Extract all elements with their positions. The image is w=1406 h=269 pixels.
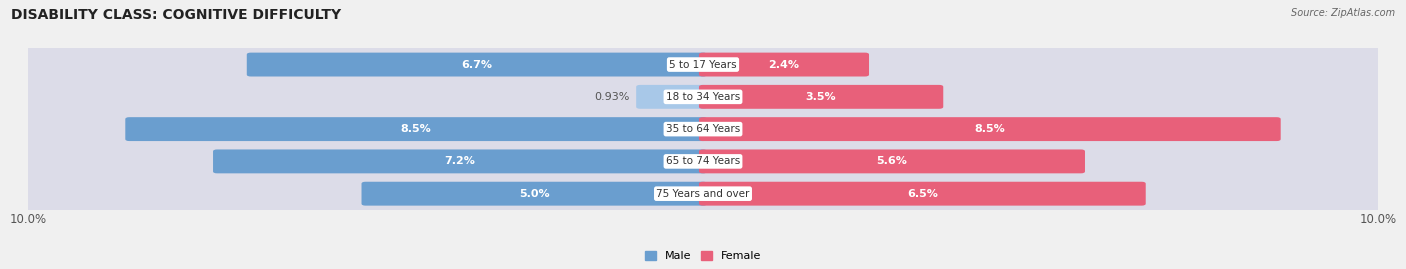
FancyBboxPatch shape: [699, 85, 943, 109]
Text: 7.2%: 7.2%: [444, 156, 475, 167]
Text: 2.4%: 2.4%: [769, 59, 800, 70]
FancyBboxPatch shape: [214, 150, 707, 173]
FancyBboxPatch shape: [15, 80, 1391, 114]
Text: 6.5%: 6.5%: [907, 189, 938, 199]
Text: 5.6%: 5.6%: [876, 156, 907, 167]
FancyBboxPatch shape: [15, 112, 1391, 146]
FancyBboxPatch shape: [636, 85, 707, 109]
Text: 3.5%: 3.5%: [806, 92, 837, 102]
Text: DISABILITY CLASS: COGNITIVE DIFFICULTY: DISABILITY CLASS: COGNITIVE DIFFICULTY: [11, 8, 342, 22]
FancyBboxPatch shape: [699, 53, 869, 76]
FancyBboxPatch shape: [699, 150, 1085, 173]
Text: 8.5%: 8.5%: [974, 124, 1005, 134]
Text: 8.5%: 8.5%: [401, 124, 432, 134]
FancyBboxPatch shape: [15, 47, 1391, 82]
Text: 6.7%: 6.7%: [461, 59, 492, 70]
Text: 35 to 64 Years: 35 to 64 Years: [666, 124, 740, 134]
FancyBboxPatch shape: [15, 176, 1391, 211]
Text: 5 to 17 Years: 5 to 17 Years: [669, 59, 737, 70]
Legend: Male, Female: Male, Female: [641, 246, 765, 266]
FancyBboxPatch shape: [361, 182, 707, 206]
Text: 0.93%: 0.93%: [595, 92, 630, 102]
FancyBboxPatch shape: [699, 182, 1146, 206]
FancyBboxPatch shape: [15, 144, 1391, 179]
Text: 65 to 74 Years: 65 to 74 Years: [666, 156, 740, 167]
Text: 75 Years and over: 75 Years and over: [657, 189, 749, 199]
Text: 5.0%: 5.0%: [519, 189, 550, 199]
FancyBboxPatch shape: [699, 117, 1281, 141]
Text: 18 to 34 Years: 18 to 34 Years: [666, 92, 740, 102]
FancyBboxPatch shape: [125, 117, 707, 141]
Text: Source: ZipAtlas.com: Source: ZipAtlas.com: [1291, 8, 1395, 18]
FancyBboxPatch shape: [247, 53, 707, 76]
